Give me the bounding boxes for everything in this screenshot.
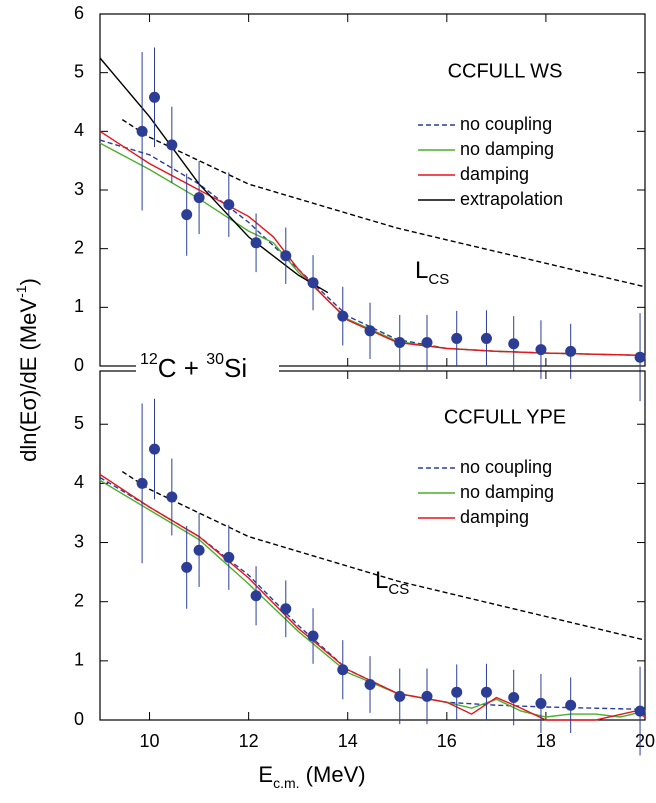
data-point <box>508 338 520 350</box>
y-tick-label: 2 <box>74 237 84 257</box>
data-point <box>280 250 292 262</box>
plot-frame <box>99 370 646 721</box>
y-tick-label: 3 <box>74 179 84 199</box>
y-tick-label: 5 <box>74 61 84 81</box>
plot-frame <box>99 13 646 367</box>
mass-number: 30 <box>206 351 224 368</box>
data-point <box>307 277 319 289</box>
y-tick-label: 4 <box>74 472 84 492</box>
line <box>99 139 646 357</box>
legend-label: extrapolation <box>460 189 563 209</box>
data-point <box>181 209 193 221</box>
data-point <box>166 491 178 503</box>
data-point <box>337 664 349 676</box>
data-point <box>166 139 178 151</box>
reaction-label: 12C + 30Si <box>140 351 247 383</box>
lcs-label-main: L <box>415 257 428 284</box>
y-tick-label: 6 <box>74 3 84 23</box>
data-point <box>451 686 463 698</box>
x-tick-label: 12 <box>239 731 259 751</box>
legend-label: no coupling <box>460 457 552 477</box>
data-point <box>280 603 292 615</box>
data-point <box>508 692 520 704</box>
lcs-label-sub: CS <box>428 271 449 288</box>
data-point <box>394 337 406 349</box>
data-point <box>421 337 433 349</box>
data-point <box>394 690 406 702</box>
line <box>121 119 646 288</box>
data-point <box>535 697 547 709</box>
y-tick-label: 4 <box>74 120 84 140</box>
data-point <box>565 699 577 711</box>
line <box>99 473 646 721</box>
y-tick-label: 5 <box>74 413 84 433</box>
y-axis-label: dln(Eσ)/dE (MeV-1) <box>13 278 41 462</box>
data-point <box>480 686 492 698</box>
data-point <box>634 351 646 363</box>
data-point <box>337 310 349 322</box>
element: C + <box>158 353 206 383</box>
data-point <box>193 544 205 556</box>
mass-number: 12 <box>140 351 158 368</box>
y-tick-label: 2 <box>74 590 84 610</box>
legend-label: damping <box>460 507 529 527</box>
annotation-bg <box>136 350 279 386</box>
data-point <box>565 345 577 357</box>
lcs-label: LCS <box>415 257 449 288</box>
panel-title: CCFULL WS <box>448 60 563 82</box>
line <box>99 57 329 294</box>
x-tick-label: 18 <box>536 731 556 751</box>
element: Si <box>224 353 247 383</box>
data-point <box>149 443 160 455</box>
data-point <box>223 199 235 211</box>
y-tick-label: 1 <box>74 650 84 670</box>
panel-title: CCFULL YPE <box>444 406 566 428</box>
data-point <box>136 477 148 489</box>
lcs-label-main: L <box>375 567 388 594</box>
data-point <box>181 561 193 573</box>
data-point <box>535 344 547 356</box>
data-point <box>136 125 148 137</box>
data-point <box>250 590 262 602</box>
line <box>99 130 646 357</box>
line <box>99 479 646 718</box>
lcs-label-sub: CS <box>388 581 409 598</box>
data-point <box>193 192 205 204</box>
x-tick-label: 20 <box>635 731 655 751</box>
data-point <box>250 237 262 249</box>
data-point <box>364 679 376 691</box>
line <box>121 471 646 641</box>
y-tick-label: 1 <box>74 296 84 316</box>
legend-label: no damping <box>460 482 554 502</box>
data-point <box>451 332 463 344</box>
x-tick-label: 14 <box>338 731 358 751</box>
y-tick-label: 3 <box>74 531 84 551</box>
data-point <box>421 690 433 702</box>
line <box>99 142 646 357</box>
data-point <box>307 630 319 642</box>
x-tick-label: 10 <box>140 731 160 751</box>
x-axis-label: Ec.m. (MeV) <box>258 762 365 791</box>
y-tick-label: 0 <box>74 355 84 375</box>
data-point <box>364 325 376 337</box>
lcs-label: LCS <box>375 567 409 598</box>
data-point <box>149 91 160 103</box>
line <box>99 476 646 711</box>
data-point <box>480 332 492 344</box>
data-point <box>634 705 646 717</box>
legend-label: no damping <box>460 139 554 159</box>
legend-label: no coupling <box>460 114 552 134</box>
data-point <box>223 551 235 563</box>
y-tick-label: 0 <box>74 709 84 729</box>
legend-label: damping <box>460 164 529 184</box>
x-tick-label: 16 <box>437 731 457 751</box>
